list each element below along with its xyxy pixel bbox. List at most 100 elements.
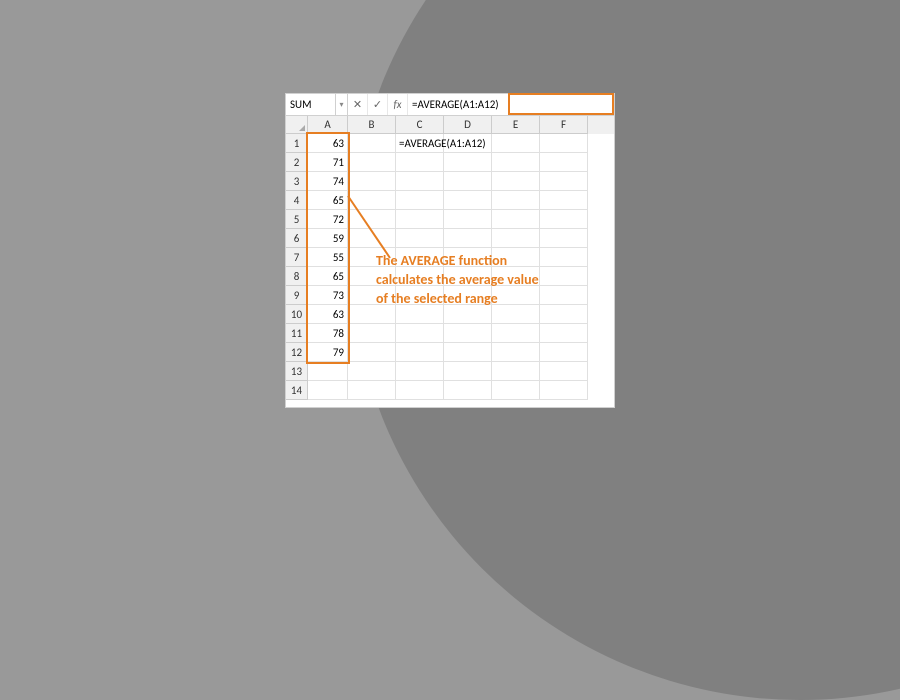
cell-A14[interactable] [308,381,348,400]
excel-window: SUM ▾ ✕ ✓ fx A B C D E F 163=AVERAGE(A1:… [285,93,615,408]
cell-A12[interactable]: 79 [308,343,348,362]
callout-line-3: of the selected range [376,290,539,309]
cell-F5[interactable] [540,210,588,229]
cell-B3[interactable] [348,172,396,191]
cell-C12[interactable] [396,343,444,362]
cell-F9[interactable] [540,286,588,305]
name-box[interactable]: SUM [286,94,336,115]
cell-E2[interactable] [492,153,540,172]
cell-C2[interactable] [396,153,444,172]
cell-E13[interactable] [492,362,540,381]
cell-D12[interactable] [444,343,492,362]
cell-C5[interactable] [396,210,444,229]
cell-B5[interactable] [348,210,396,229]
cell-B1[interactable] [348,134,396,153]
name-box-dropdown-icon[interactable]: ▾ [336,94,348,115]
cell-E6[interactable] [492,229,540,248]
cell-A1[interactable]: 63 [308,134,348,153]
row-header[interactable]: 11 [286,324,308,343]
cell-E5[interactable] [492,210,540,229]
cell-D5[interactable] [444,210,492,229]
cell-E4[interactable] [492,191,540,210]
cell-D1[interactable] [444,134,492,153]
cell-C14[interactable] [396,381,444,400]
cell-F1[interactable] [540,134,588,153]
cell-A5[interactable]: 72 [308,210,348,229]
row-header[interactable]: 2 [286,153,308,172]
table-row: 659 [286,229,614,248]
cell-B13[interactable] [348,362,396,381]
cell-D6[interactable] [444,229,492,248]
cancel-icon[interactable]: ✕ [348,94,368,115]
cell-A9[interactable]: 73 [308,286,348,305]
fx-icon[interactable]: fx [388,94,408,115]
cell-F14[interactable] [540,381,588,400]
cell-D4[interactable] [444,191,492,210]
cell-D14[interactable] [444,381,492,400]
row-header[interactable]: 6 [286,229,308,248]
col-header-B[interactable]: B [348,116,396,134]
cell-A7[interactable]: 55 [308,248,348,267]
cell-C1[interactable]: =AVERAGE(A1:A12) [396,134,444,153]
cell-E12[interactable] [492,343,540,362]
cell-B6[interactable] [348,229,396,248]
cell-C6[interactable] [396,229,444,248]
row-header[interactable]: 12 [286,343,308,362]
row-header[interactable]: 4 [286,191,308,210]
cell-F11[interactable] [540,324,588,343]
cell-A11[interactable]: 78 [308,324,348,343]
cell-F13[interactable] [540,362,588,381]
cell-C3[interactable] [396,172,444,191]
formula-bar: SUM ▾ ✕ ✓ fx [286,94,614,116]
cell-B11[interactable] [348,324,396,343]
col-header-C[interactable]: C [396,116,444,134]
col-header-A[interactable]: A [308,116,348,134]
cell-F2[interactable] [540,153,588,172]
row-header[interactable]: 8 [286,267,308,286]
cell-B2[interactable] [348,153,396,172]
cell-D2[interactable] [444,153,492,172]
cell-A13[interactable] [308,362,348,381]
cell-C13[interactable] [396,362,444,381]
cell-F8[interactable] [540,267,588,286]
cell-A3[interactable]: 74 [308,172,348,191]
cell-B4[interactable] [348,191,396,210]
cell-F4[interactable] [540,191,588,210]
row-header[interactable]: 5 [286,210,308,229]
row-header[interactable]: 3 [286,172,308,191]
col-header-D[interactable]: D [444,116,492,134]
cell-A2[interactable]: 71 [308,153,348,172]
cell-C4[interactable] [396,191,444,210]
cell-E11[interactable] [492,324,540,343]
row-header[interactable]: 10 [286,305,308,324]
cell-D13[interactable] [444,362,492,381]
cell-F7[interactable] [540,248,588,267]
row-header[interactable]: 13 [286,362,308,381]
col-header-F[interactable]: F [540,116,588,134]
cell-F10[interactable] [540,305,588,324]
cell-E1[interactable] [492,134,540,153]
cell-E3[interactable] [492,172,540,191]
cell-C11[interactable] [396,324,444,343]
cell-B12[interactable] [348,343,396,362]
cell-F6[interactable] [540,229,588,248]
row-header[interactable]: 1 [286,134,308,153]
row-header[interactable]: 7 [286,248,308,267]
cell-D3[interactable] [444,172,492,191]
formula-input[interactable] [408,94,614,115]
cell-D11[interactable] [444,324,492,343]
cell-A10[interactable]: 63 [308,305,348,324]
row-header[interactable]: 9 [286,286,308,305]
select-all-corner[interactable] [286,116,308,134]
enter-icon[interactable]: ✓ [368,94,388,115]
cell-B14[interactable] [348,381,396,400]
cell-A8[interactable]: 65 [308,267,348,286]
cell-E14[interactable] [492,381,540,400]
cell-F3[interactable] [540,172,588,191]
cell-F12[interactable] [540,343,588,362]
col-header-E[interactable]: E [492,116,540,134]
cell-A4[interactable]: 65 [308,191,348,210]
row-header[interactable]: 14 [286,381,308,400]
table-row: 163 =AVERAGE(A1:A12) [286,134,614,153]
cell-A6[interactable]: 59 [308,229,348,248]
